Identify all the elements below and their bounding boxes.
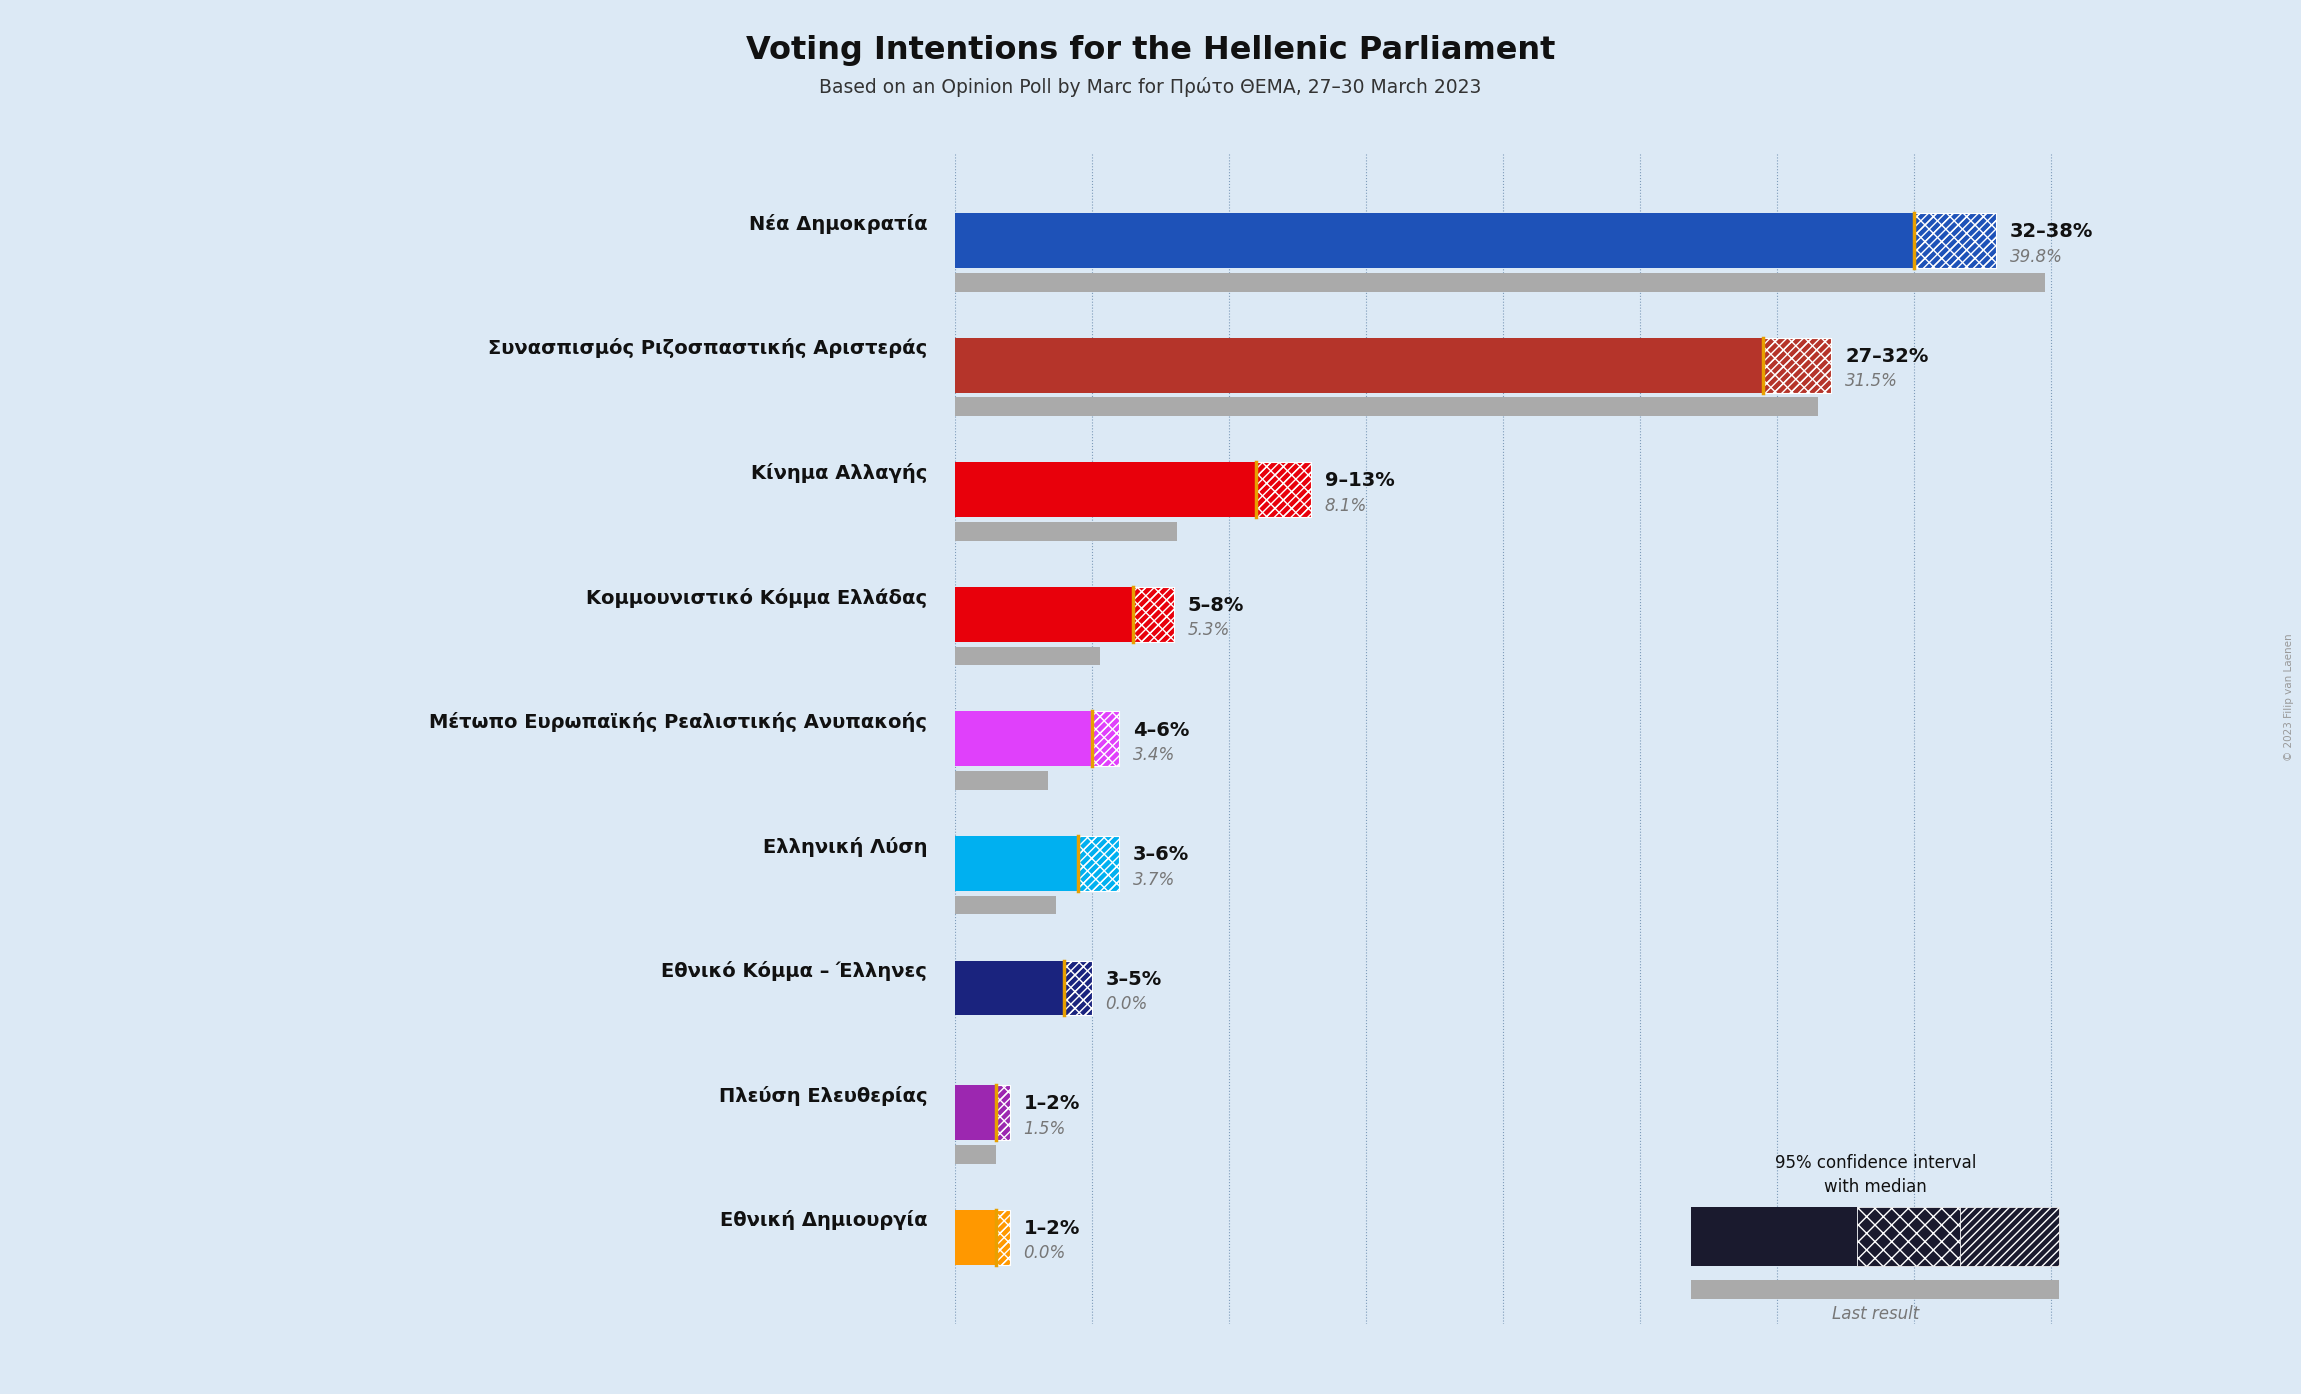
Text: 1–2%: 1–2% [1024, 1218, 1079, 1238]
Bar [983, 1085, 996, 1140]
Text: © 2023 Filip van Laenen: © 2023 Filip van Laenen [2285, 633, 2294, 761]
Text: Ελληνική Λύση: Ελληνική Λύση [764, 836, 927, 857]
Bar [955, 463, 1201, 517]
Text: 3.7%: 3.7% [1132, 871, 1176, 888]
Bar [955, 960, 1038, 1015]
Text: 8.1%: 8.1% [1325, 496, 1367, 514]
Bar [1038, 960, 1065, 1015]
Text: Κίνημα Αλλαγής: Κίνημα Αλλαγής [750, 463, 927, 482]
Text: Συνασπισμός Ριζοσπαστικής Αριστεράς: Συνασπισμός Ριζοσπαστικής Αριστεράς [488, 339, 927, 358]
Bar [1079, 836, 1118, 891]
Text: Πλεύση Ελευθερίας: Πλεύση Ελευθερίας [718, 1086, 927, 1105]
Text: Based on an Opinion Poll by Marc for Πρώτο ΘΕΜΑ, 27–30 March 2023: Based on an Opinion Poll by Marc for Πρώ… [819, 77, 1482, 96]
Bar [955, 896, 1056, 914]
Text: Μέτωπο Ευρωπαϊκής Ρεαλιστικής Ανυπακοής: Μέτωπο Ευρωπαϊκής Ρεαλιστικής Ανυπακοής [430, 712, 927, 732]
Bar [1065, 960, 1093, 1015]
Text: 0.0%: 0.0% [1104, 995, 1148, 1013]
Bar [1763, 337, 1832, 393]
Text: Voting Intentions for the Hellenic Parliament: Voting Intentions for the Hellenic Parli… [746, 35, 1555, 66]
Bar [1093, 711, 1118, 767]
Bar [1038, 836, 1079, 891]
Bar [1914, 213, 1995, 268]
Text: 1.5%: 1.5% [1024, 1119, 1065, 1138]
Bar [1065, 960, 1093, 1015]
Text: Εθνική Δημιουργία: Εθνική Δημιουργία [720, 1210, 927, 1231]
Bar [955, 213, 1832, 268]
Bar [983, 1210, 996, 1264]
Bar [1093, 587, 1132, 641]
Text: Last result: Last result [1832, 1305, 1919, 1323]
Bar [1079, 836, 1118, 891]
Bar [955, 836, 1038, 891]
Text: 95% confidence interval
with median: 95% confidence interval with median [1774, 1154, 1977, 1196]
Bar [1914, 213, 1995, 268]
Bar [996, 1085, 1010, 1140]
Bar [1763, 337, 1832, 393]
Bar [955, 523, 1176, 541]
Bar [955, 647, 1100, 665]
Bar [1132, 587, 1174, 641]
Bar [955, 771, 1047, 790]
Bar [1093, 711, 1118, 767]
Bar [955, 337, 1694, 393]
Bar [955, 587, 1093, 641]
Text: 4–6%: 4–6% [1132, 721, 1190, 740]
Bar [1065, 960, 1093, 1015]
Bar [955, 1210, 983, 1264]
Bar [996, 1210, 1010, 1264]
Bar [996, 1085, 1010, 1140]
Bar [955, 711, 1065, 767]
Bar [1256, 463, 1312, 517]
Text: 5–8%: 5–8% [1187, 597, 1245, 615]
Bar [1256, 463, 1312, 517]
Bar [955, 397, 1818, 417]
Text: 3.4%: 3.4% [1132, 746, 1176, 764]
Bar [1201, 463, 1256, 517]
Text: Κομμουνιστικό Κόμμα Ελλάδας: Κομμουνιστικό Κόμμα Ελλάδας [587, 587, 927, 608]
Bar [955, 1085, 983, 1140]
Bar [955, 1144, 996, 1164]
Bar [1832, 213, 1914, 268]
Text: Νέα Δημοκρατία: Νέα Δημοκρατία [748, 213, 927, 234]
Text: 3–5%: 3–5% [1104, 970, 1162, 988]
Text: 27–32%: 27–32% [1845, 347, 1928, 365]
Text: 5.3%: 5.3% [1187, 622, 1231, 640]
Bar [1763, 337, 1832, 393]
Bar [1132, 587, 1174, 641]
Bar [996, 1210, 1010, 1264]
Bar [1093, 711, 1118, 767]
Text: 9–13%: 9–13% [1325, 471, 1394, 491]
Bar [1065, 711, 1093, 767]
Text: 31.5%: 31.5% [1845, 372, 1898, 390]
Bar [996, 1085, 1010, 1140]
Text: 39.8%: 39.8% [2009, 248, 2062, 266]
Bar [996, 1210, 1010, 1264]
Text: 0.0%: 0.0% [1024, 1245, 1065, 1263]
Text: 1–2%: 1–2% [1024, 1094, 1079, 1114]
Text: 32–38%: 32–38% [2009, 222, 2094, 241]
Bar [1694, 337, 1763, 393]
Bar [1132, 587, 1174, 641]
Bar [1079, 836, 1118, 891]
Text: Εθνικό Κόμμα – Έλληνες: Εθνικό Κόμμα – Έλληνες [660, 962, 927, 981]
Bar [955, 273, 2046, 291]
Bar [1256, 463, 1312, 517]
Text: 3–6%: 3–6% [1132, 845, 1190, 864]
Bar [1914, 213, 1995, 268]
